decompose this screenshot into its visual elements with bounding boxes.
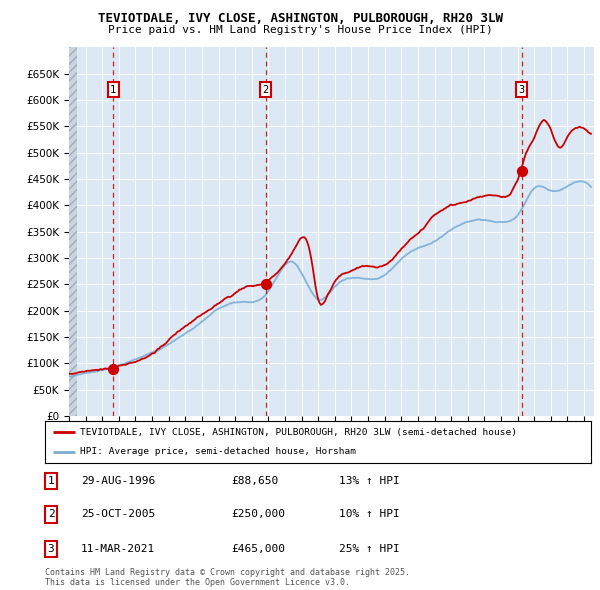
Text: 25-OCT-2005: 25-OCT-2005 [81, 510, 155, 519]
Text: HPI: Average price, semi-detached house, Horsham: HPI: Average price, semi-detached house,… [80, 447, 356, 456]
Point [517, 166, 527, 176]
Text: Price paid vs. HM Land Registry's House Price Index (HPI): Price paid vs. HM Land Registry's House … [107, 25, 493, 35]
Text: 1: 1 [47, 476, 55, 486]
Text: £465,000: £465,000 [231, 544, 285, 553]
Text: 10% ↑ HPI: 10% ↑ HPI [339, 510, 400, 519]
Text: Contains HM Land Registry data © Crown copyright and database right 2025.
This d: Contains HM Land Registry data © Crown c… [45, 568, 410, 587]
Text: £250,000: £250,000 [231, 510, 285, 519]
Text: 13% ↑ HPI: 13% ↑ HPI [339, 476, 400, 486]
Point [109, 365, 118, 374]
Text: 2: 2 [47, 510, 55, 519]
Text: 3: 3 [518, 84, 525, 94]
Text: TEVIOTDALE, IVY CLOSE, ASHINGTON, PULBOROUGH, RH20 3LW: TEVIOTDALE, IVY CLOSE, ASHINGTON, PULBOR… [97, 12, 503, 25]
Text: TEVIOTDALE, IVY CLOSE, ASHINGTON, PULBOROUGH, RH20 3LW (semi-detached house): TEVIOTDALE, IVY CLOSE, ASHINGTON, PULBOR… [80, 428, 517, 437]
Point [261, 280, 271, 289]
Text: 29-AUG-1996: 29-AUG-1996 [81, 476, 155, 486]
Text: £88,650: £88,650 [231, 476, 278, 486]
Text: 25% ↑ HPI: 25% ↑ HPI [339, 544, 400, 553]
Bar [69, 47, 77, 416]
Text: 3: 3 [47, 544, 55, 553]
Text: 11-MAR-2021: 11-MAR-2021 [81, 544, 155, 553]
Text: 2: 2 [262, 84, 269, 94]
Text: 1: 1 [110, 84, 116, 94]
